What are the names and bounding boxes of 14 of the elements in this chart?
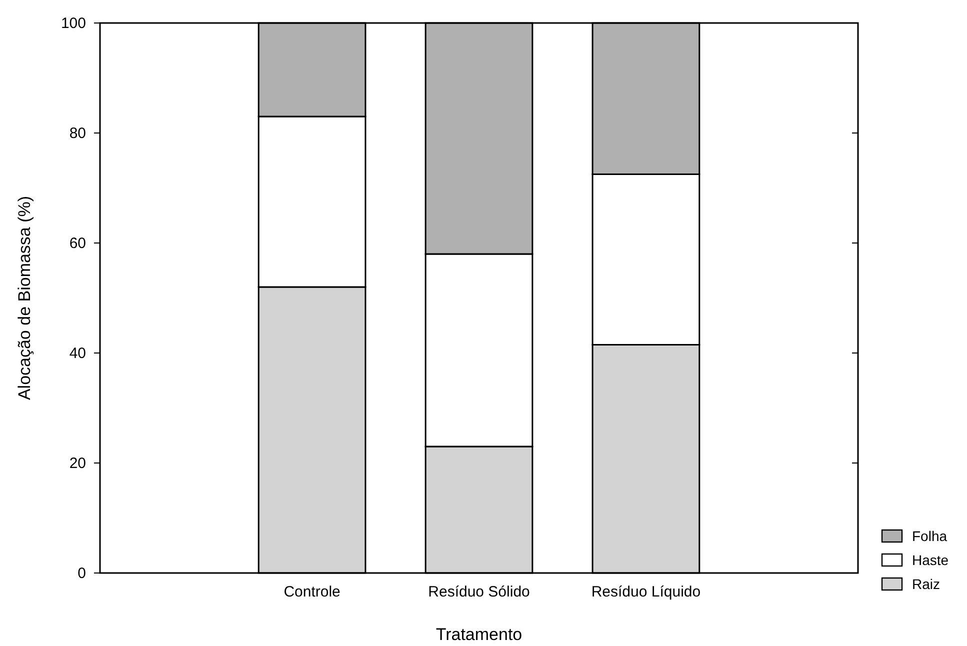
y-tick-label: 40: [69, 344, 86, 362]
x-axis-title: Tratamento: [436, 625, 522, 644]
y-axis-title: Alocação de Biomassa (%): [15, 196, 34, 400]
x-tick-label: Resíduo Líquido: [591, 584, 701, 601]
y-tick-label: 60: [69, 234, 86, 252]
legend-label: Haste: [912, 552, 949, 568]
legend-label: Raiz: [912, 576, 940, 592]
y-tick-label: 100: [60, 14, 86, 32]
y-tick-label: 20: [69, 454, 86, 472]
y-tick-label: 80: [69, 124, 86, 142]
x-tick-label: Controle: [284, 584, 340, 601]
y-tick-label: 0: [78, 564, 86, 582]
x-tick-label: Resíduo Sólido: [428, 584, 530, 601]
legend-label: Folha: [912, 528, 948, 544]
